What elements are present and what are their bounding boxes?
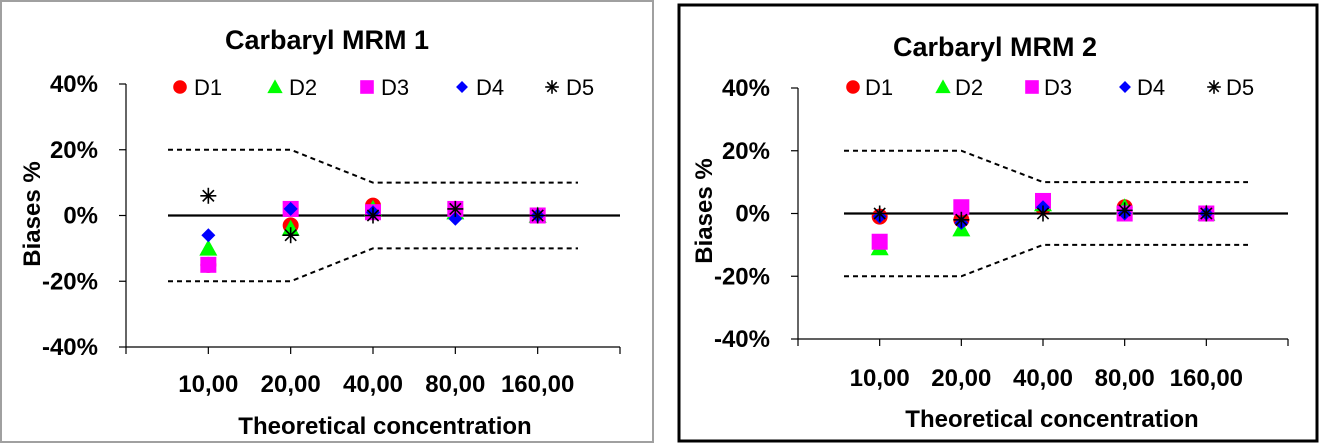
legend-marker-d4 bbox=[456, 81, 468, 93]
legend: D1 D2 D3 D4 D5 bbox=[173, 75, 594, 100]
legend-label: D5 bbox=[1226, 75, 1254, 100]
x-tick-label: 20,00 bbox=[261, 371, 321, 398]
x-tick-label: 160,00 bbox=[501, 371, 574, 398]
data-point-d2 bbox=[199, 239, 218, 256]
y-tick-label: 40% bbox=[50, 71, 98, 98]
y-tick-label: 0% bbox=[63, 203, 98, 230]
lower-limit-line bbox=[844, 243, 1248, 278]
data-point-d4 bbox=[448, 211, 463, 226]
chart-svg: Carbaryl MRM 2 40% 20% 0% -20% -40% 10,00 20,00… bbox=[677, 3, 1319, 443]
y-tick-label: 0% bbox=[735, 201, 770, 228]
chart-title: Carbaryl MRM 1 bbox=[225, 25, 429, 55]
y-tick-label: -20% bbox=[714, 263, 770, 290]
legend-label: D4 bbox=[1137, 75, 1165, 100]
x-tick-label: 20,00 bbox=[931, 365, 991, 392]
data-point-d5 bbox=[447, 200, 464, 217]
data-point-d3 bbox=[953, 199, 970, 216]
legend-marker-d5 bbox=[1207, 80, 1221, 94]
legend-marker-d1 bbox=[173, 80, 187, 94]
y-tick-label: 40% bbox=[722, 75, 770, 102]
data-point-d5 bbox=[200, 187, 217, 204]
data-point-d4 bbox=[283, 201, 298, 216]
y-tick-label: -40% bbox=[714, 326, 770, 353]
x-tick-label: 40,00 bbox=[343, 371, 403, 398]
legend-marker-d2 bbox=[267, 79, 283, 94]
x-tick-label: 40,00 bbox=[1013, 365, 1073, 392]
x-tick-label: 10,00 bbox=[850, 365, 910, 392]
chart-panel-2: Carbaryl MRM 2 40% 20% 0% -20% -40% 10,00 20,00… bbox=[676, 0, 1320, 443]
legend-label: D2 bbox=[955, 75, 983, 100]
legend-label: D3 bbox=[381, 75, 409, 100]
legend: D1 D2 D3 D4 D5 bbox=[846, 75, 1254, 100]
legend-marker-d4 bbox=[1119, 81, 1131, 93]
legend-label: D1 bbox=[865, 75, 893, 100]
lower-limit-line bbox=[168, 247, 578, 283]
legend-marker-d3 bbox=[360, 80, 374, 94]
data-point-d5 bbox=[1035, 205, 1051, 222]
legend-label: D1 bbox=[194, 75, 222, 100]
data-point-d5 bbox=[1198, 205, 1215, 222]
y-tick-label: 20% bbox=[722, 138, 770, 165]
data-point-d5 bbox=[529, 207, 546, 224]
x-axis-title: Theoretical concentration bbox=[238, 413, 531, 440]
legend-marker-d2 bbox=[935, 79, 951, 94]
legend-label: D2 bbox=[289, 75, 317, 100]
data-point-d4 bbox=[201, 228, 216, 243]
x-tick-label: 80,00 bbox=[425, 371, 485, 398]
legend-marker-d5 bbox=[545, 80, 559, 94]
chart-border bbox=[677, 3, 1319, 443]
legend-label: D5 bbox=[566, 75, 594, 100]
y-tick-label: 20% bbox=[50, 137, 98, 164]
series-d5 bbox=[200, 187, 546, 244]
y-tick-label: -40% bbox=[42, 334, 98, 361]
x-axis-title: Theoretical concentration bbox=[905, 406, 1198, 433]
y-axis-title: Biases % bbox=[691, 158, 718, 263]
x-tick-label: 10,00 bbox=[178, 371, 238, 398]
x-tick-label: 80,00 bbox=[1095, 365, 1155, 392]
chart-border bbox=[0, 0, 654, 443]
chart-svg: Carbaryl MRM 1 40% 20% 0% -20% -40% 10,00 20,00… bbox=[0, 0, 654, 443]
legend-marker-d3 bbox=[1025, 80, 1039, 94]
data-point-d3 bbox=[871, 233, 888, 250]
data-point-d5 bbox=[953, 211, 970, 228]
x-tick-label: 160,00 bbox=[1170, 365, 1243, 392]
data-point-d5 bbox=[365, 207, 381, 224]
upper-limit-line bbox=[168, 148, 578, 184]
upper-limit-line bbox=[844, 149, 1248, 184]
data-point-d3 bbox=[200, 256, 217, 273]
legend-label: D4 bbox=[476, 75, 504, 100]
chart-title: Carbaryl MRM 2 bbox=[893, 32, 1097, 62]
y-axis-title: Biases % bbox=[19, 161, 46, 266]
legend-label: D3 bbox=[1044, 75, 1072, 100]
data-point-d5 bbox=[282, 227, 299, 244]
data-point-d5 bbox=[1116, 202, 1133, 219]
data-point-d5 bbox=[871, 205, 888, 222]
legend-marker-d1 bbox=[846, 80, 860, 94]
series-d5 bbox=[871, 202, 1215, 228]
y-tick-label: -20% bbox=[42, 268, 98, 295]
chart-panel-1: Carbaryl MRM 1 40% 20% 0% -20% -40% 10,00 20,00… bbox=[0, 0, 654, 443]
